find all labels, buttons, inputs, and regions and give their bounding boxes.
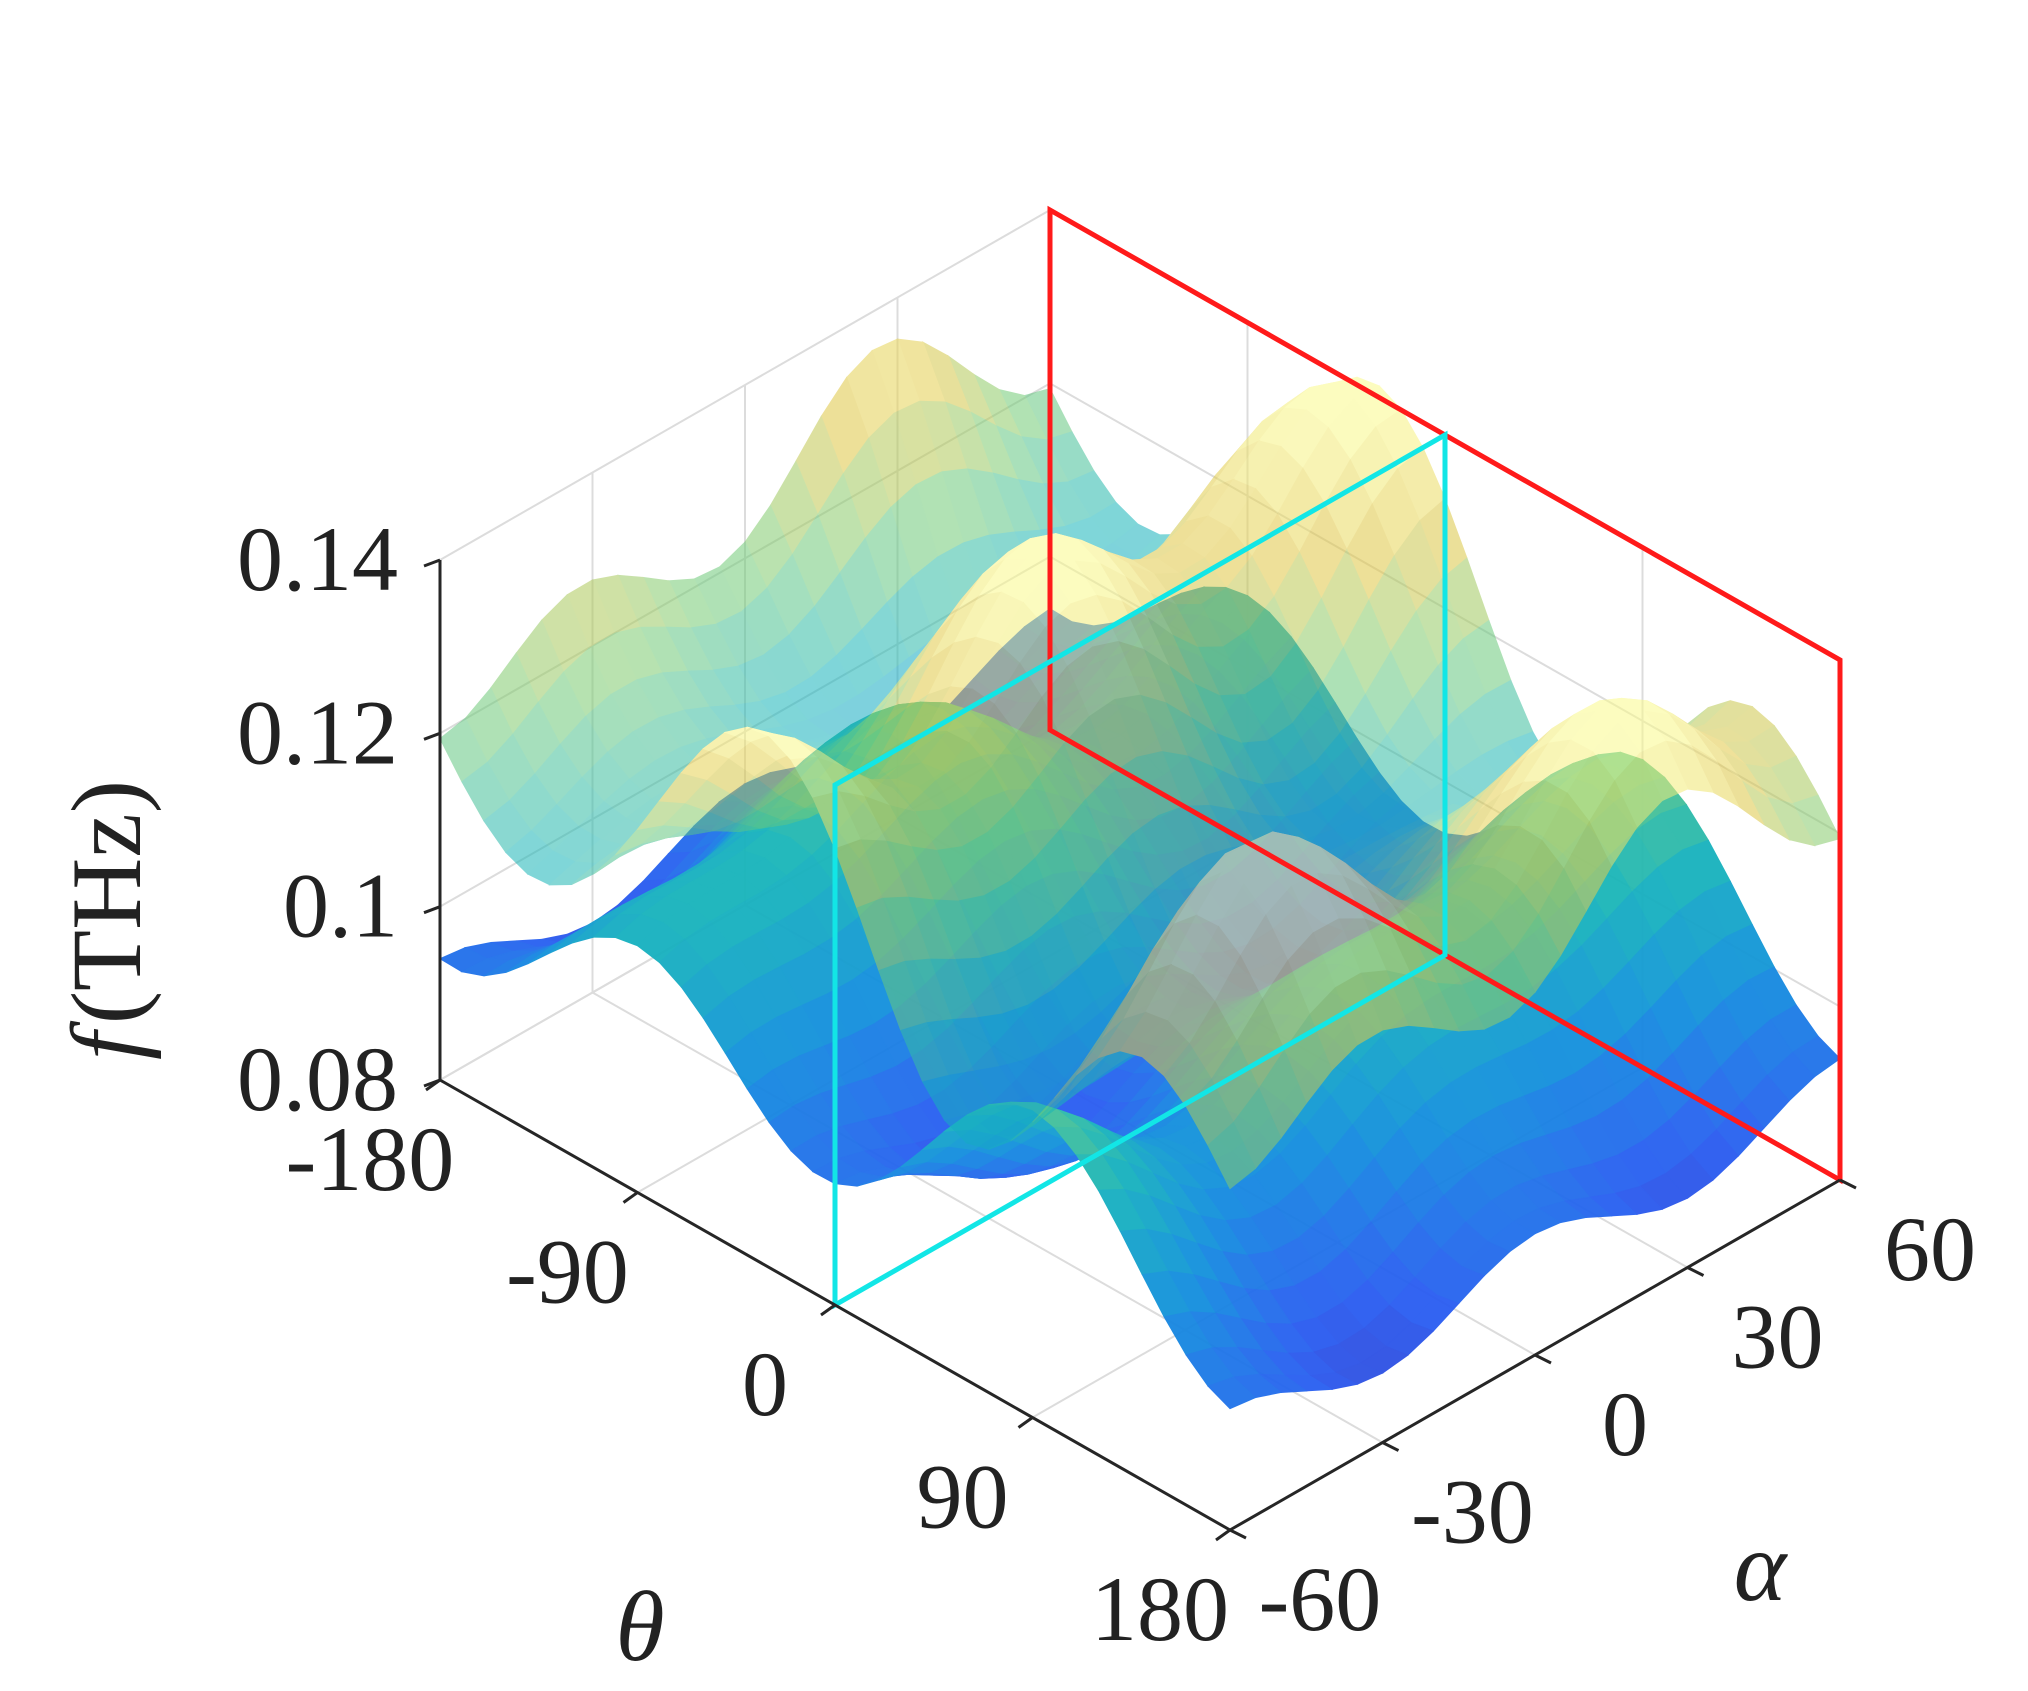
slice-plane	[1047, 205, 1843, 1185]
z-tick	[423, 905, 441, 915]
x-tick	[622, 1191, 639, 1204]
x-tick	[1215, 1528, 1231, 1542]
x-tick-label: -180	[286, 1108, 455, 1210]
y-tick	[1229, 1528, 1247, 1540]
y-tick-label: -30	[1411, 1461, 1534, 1563]
y-tick-label: 60	[1884, 1198, 1976, 1300]
tick-labels: 0.08 0.1 0.12 0.14 -180 -90 0 90 180 -60 -30 0 30 60	[237, 508, 1976, 1660]
y-tick-label: -60	[1259, 1548, 1382, 1650]
z-axis-title: f(THz)	[51, 780, 162, 1060]
slice-plane	[832, 430, 1448, 1310]
x-axis-title: θ	[615, 1571, 664, 1682]
x-tick-label: 90	[917, 1446, 1009, 1548]
surface-facet	[1207, 1121, 1257, 1190]
y-tick	[1381, 1441, 1400, 1452]
slice-planes	[832, 205, 1843, 1310]
z-axis-title-var: f	[51, 1020, 162, 1060]
x-tick-label: 180	[1091, 1558, 1229, 1660]
surfaces	[438, 338, 1841, 1410]
y-tick	[1686, 1266, 1705, 1277]
z-tick	[423, 731, 441, 741]
z-tick	[423, 558, 441, 568]
surface-facet	[1207, 1376, 1257, 1410]
y-tick-label: 30	[1732, 1286, 1824, 1388]
x-tick-label: 0	[742, 1333, 788, 1435]
axis-titles: f(THz) θ α	[51, 780, 1789, 1682]
z-tick-label: 0.14	[237, 508, 398, 610]
z-tick-label: 0.08	[237, 1028, 398, 1130]
y-tick-label: 0	[1602, 1373, 1648, 1475]
y-axis-title: α	[1734, 1511, 1789, 1622]
z-tick-label: 0.1	[283, 855, 398, 957]
x-tick	[425, 1078, 441, 1092]
y-tick	[1839, 1178, 1857, 1190]
x-tick	[820, 1303, 836, 1317]
x-tick-label: -90	[506, 1221, 629, 1323]
z-tick-label: 0.12	[237, 681, 398, 783]
axes	[423, 558, 1857, 1542]
y-tick	[1534, 1353, 1552, 1365]
x-tick	[1017, 1416, 1034, 1429]
z-axis-title-unit: (THz)	[51, 780, 162, 1024]
surface-2	[439, 338, 1841, 1190]
